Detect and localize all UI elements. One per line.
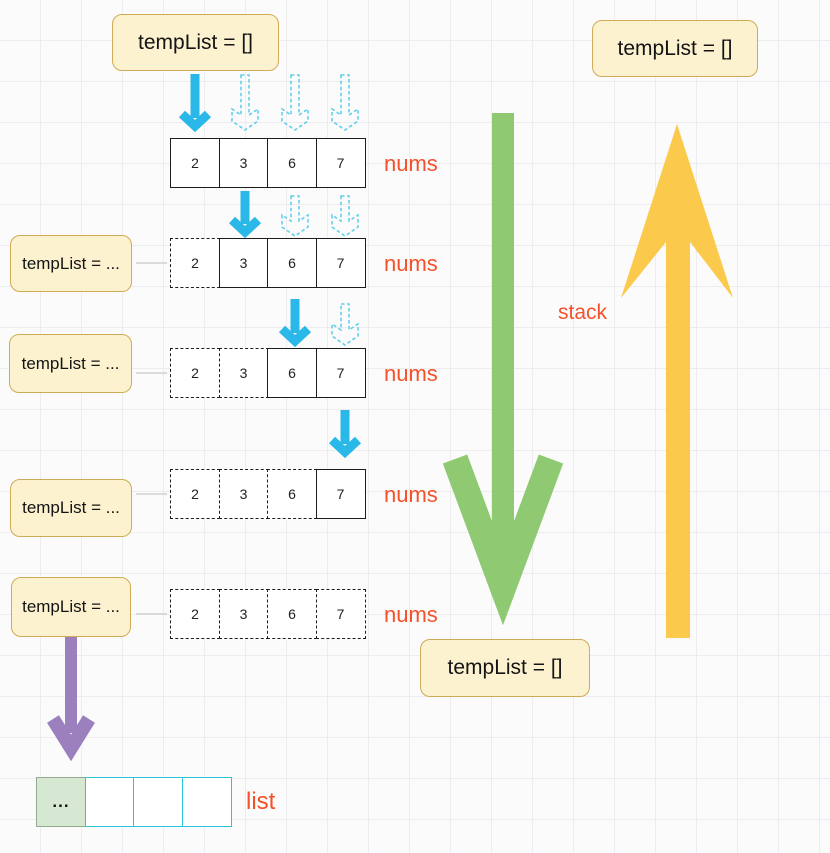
nums-label: nums: [384, 361, 438, 386]
list-cell: [181, 777, 232, 827]
nums-label: nums: [384, 251, 438, 276]
array-cell: 2: [170, 348, 220, 398]
recursion-ghost-arrow: [331, 195, 359, 237]
array-cell: 7: [315, 138, 366, 188]
array-cell: 7: [315, 238, 366, 288]
nums-array-level-3: 2 3 6 7: [170, 469, 366, 519]
list-label: list: [246, 788, 276, 815]
nums-array-level-2: 2 3 6 7: [170, 348, 366, 398]
templist-box-level-2: tempList = ...: [9, 334, 132, 393]
recursion-ghost-arrow: [281, 195, 309, 237]
array-cell: 2: [170, 469, 220, 519]
array-cell: 7: [315, 589, 366, 639]
stack-return-arrow: [621, 124, 733, 638]
nums-label: nums: [384, 482, 438, 507]
array-cell: 2: [170, 138, 220, 188]
templist-box-top-right: tempList = []: [592, 20, 758, 77]
array-cell: 3: [218, 469, 269, 519]
stack-descend-arrow: [442, 113, 564, 626]
templist-box-bottom: tempList = []: [420, 639, 590, 697]
recursion-call-arrow: [178, 74, 212, 133]
array-cell: 6: [267, 238, 317, 288]
array-cell: 3: [218, 238, 269, 288]
array-cell: 7: [315, 348, 366, 398]
array-cell: 3: [218, 348, 269, 398]
array-cell: 6: [267, 589, 317, 639]
result-arrow: [47, 637, 95, 762]
array-cell: 6: [267, 469, 317, 519]
list-cell: [84, 777, 135, 827]
nums-array-level-1: 2 3 6 7: [170, 238, 366, 288]
array-cell: 3: [218, 138, 269, 188]
recursion-call-arrow: [278, 299, 312, 348]
recursion-ghost-arrow: [331, 74, 359, 131]
result-list-array: ...: [36, 777, 232, 827]
nums-label: nums: [384, 151, 438, 176]
array-cell: 3: [218, 589, 269, 639]
templist-box-top-left: tempList = []: [112, 14, 279, 71]
array-cell: 6: [267, 138, 317, 188]
nums-label: nums: [384, 602, 438, 627]
templist-box-level-1: tempList = ...: [10, 235, 132, 292]
recursion-ghost-arrow: [331, 303, 359, 346]
array-cell: 6: [267, 348, 317, 398]
array-cell: 2: [170, 589, 220, 639]
array-cell: 2: [170, 238, 220, 288]
recursion-ghost-arrow: [281, 74, 309, 131]
recursion-call-arrows: [178, 74, 362, 459]
array-cell: 7: [315, 469, 366, 519]
box-array-connectors: [136, 262, 167, 615]
list-cell: [133, 777, 183, 827]
recursion-ghost-arrow: [231, 74, 259, 131]
recursion-call-arrow: [328, 410, 362, 459]
nums-array-level-0: 2 3 6 7: [170, 138, 366, 188]
nums-array-level-4: 2 3 6 7: [170, 589, 366, 639]
stack-label: stack: [558, 301, 608, 324]
templist-box-level-3: tempList = ...: [10, 479, 132, 537]
list-cell-ellipsis: ...: [36, 777, 86, 827]
recursion-call-arrow: [228, 191, 262, 239]
templist-box-level-4: tempList = ...: [11, 577, 131, 637]
